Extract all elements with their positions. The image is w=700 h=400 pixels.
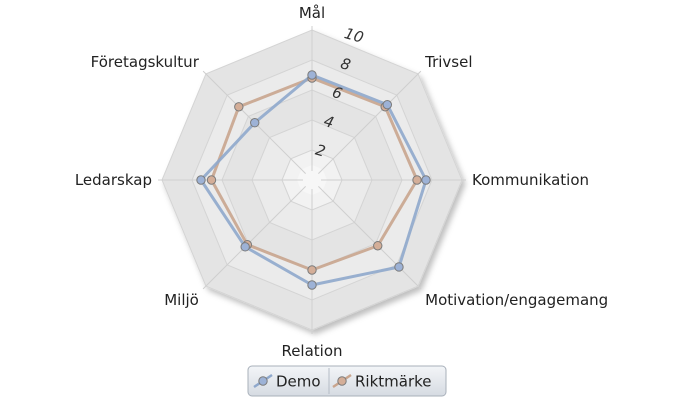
point-riktm-rke-7[interactable]: [206, 175, 217, 185]
legend-label-riktm-rke: Riktmärke: [355, 373, 432, 391]
axis-labels: Mål Trivsel Kommunikation Motivation/engage…: [75, 4, 608, 360]
point-demo-3[interactable]: [421, 175, 431, 185]
point-riktm-rke-8[interactable]: [234, 102, 244, 112]
point-riktm-rke-3[interactable]: [412, 175, 422, 185]
axis-label-8: Företagskultur: [91, 53, 200, 71]
axis-label-7: Ledarskap: [75, 171, 152, 189]
legend[interactable]: Demo Riktmärke: [247, 365, 447, 397]
spoke-4: [318, 186, 422, 290]
point-riktm-rke-5[interactable]: [307, 265, 317, 275]
point-demo-5[interactable]: [307, 280, 317, 290]
axis-label-6: Miljö: [164, 291, 199, 309]
radar-series: [196, 70, 431, 290]
axis-label-2: Trivsel: [424, 53, 472, 71]
point-riktm-rke-4[interactable]: [373, 241, 383, 251]
point-demo-8[interactable]: [250, 118, 260, 128]
legend-swatch-marker-riktm-rke: [337, 376, 347, 386]
legend-box: [247, 365, 447, 397]
axis-label-5: Relation: [281, 342, 342, 360]
point-demo-4[interactable]: [394, 262, 404, 272]
point-demo-6[interactable]: [240, 242, 250, 252]
legend-swatch-marker-demo: [258, 376, 268, 386]
point-demo-2[interactable]: [382, 99, 393, 110]
spoke-6: [202, 186, 306, 290]
axis-label-3: Kommunikation: [472, 171, 589, 189]
axis-label-4: Motivation/engagemang: [425, 291, 608, 309]
point-demo-1[interactable]: [307, 70, 317, 80]
point-demo-7[interactable]: [196, 175, 206, 185]
legend-item-demo[interactable]: Demo: [253, 373, 321, 391]
spoke-2: [318, 70, 422, 174]
legend-label-demo: Demo: [276, 373, 321, 391]
tick-label-10: 10: [342, 24, 365, 47]
legend-item-riktm-rke[interactable]: Riktmärke: [332, 373, 432, 391]
axis-label-1: Mål: [299, 4, 325, 22]
